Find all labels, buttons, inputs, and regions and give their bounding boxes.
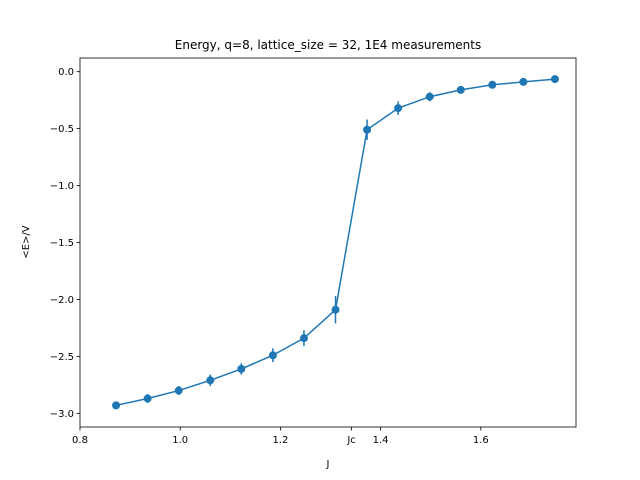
y-tick-label: −3.0 xyxy=(50,409,74,420)
data-point xyxy=(174,386,183,395)
data-point xyxy=(206,376,215,385)
x-tick-label: 1.0 xyxy=(172,435,188,446)
data-point xyxy=(299,334,308,343)
y-tick-label: −2.0 xyxy=(50,295,74,306)
chart-title: Energy, q=8, lattice_size = 32, 1E4 meas… xyxy=(175,38,481,52)
data-point xyxy=(143,394,152,403)
data-point xyxy=(550,75,559,84)
y-tick-label: −2.5 xyxy=(50,352,74,363)
data-point xyxy=(268,351,277,360)
data-point xyxy=(237,364,246,373)
x-tick-label: 1.4 xyxy=(373,435,389,446)
data-point xyxy=(112,401,121,410)
y-tick-label: −1.0 xyxy=(50,181,74,192)
y-tick-label: 0.0 xyxy=(58,67,74,78)
x-tick-label: 1.2 xyxy=(272,435,288,446)
data-point xyxy=(519,77,528,86)
y-tick-label: −1.5 xyxy=(50,238,74,249)
data-point xyxy=(331,305,340,314)
x-tick-label: Jc xyxy=(346,435,355,446)
x-axis-ticks: 0.8 1.0 1.2 Jc 1.4 1.6 xyxy=(72,427,489,446)
x-tick-label: 1.6 xyxy=(473,435,489,446)
y-axis-label: <E>/V xyxy=(21,225,32,258)
x-axis-label: J xyxy=(326,459,330,470)
data-point xyxy=(394,104,403,113)
data-point xyxy=(456,85,465,94)
x-tick-label: 0.8 xyxy=(72,435,88,446)
y-tick-label: −0.5 xyxy=(50,124,74,135)
plot-marks xyxy=(112,75,559,410)
data-point xyxy=(488,80,497,89)
data-point xyxy=(363,125,372,134)
data-point xyxy=(425,92,434,101)
y-axis-ticks: 0.0 −0.5 −1.0 −1.5 −2.0 −2.5 −3.0 xyxy=(50,67,80,420)
